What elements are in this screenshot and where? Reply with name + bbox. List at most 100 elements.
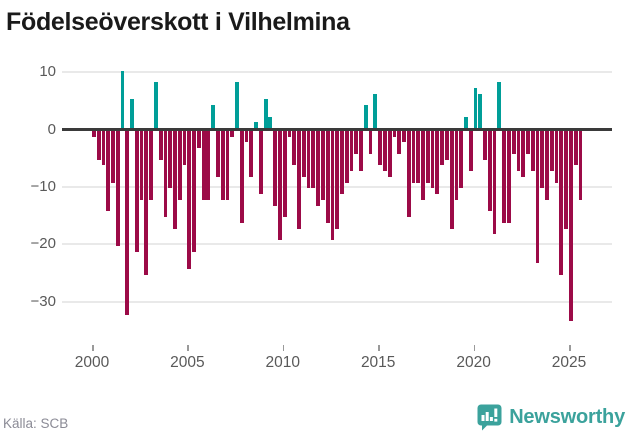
- bar: [382, 131, 387, 172]
- y-tick-label: −30: [30, 292, 56, 310]
- zero-axis-line: [62, 128, 612, 131]
- bar: [359, 131, 363, 172]
- bar: [154, 82, 158, 128]
- bar: [144, 131, 149, 275]
- bar: [201, 131, 206, 200]
- bar: [492, 131, 497, 235]
- bar: [573, 131, 578, 166]
- bar: [569, 131, 573, 321]
- y-tick-label: −20: [30, 235, 56, 253]
- bar: [502, 131, 507, 223]
- bar: [115, 131, 120, 246]
- bar: [225, 131, 230, 200]
- x-tick-mark: [569, 345, 571, 351]
- bar: [344, 131, 349, 183]
- bar: [106, 131, 111, 212]
- bar: [101, 131, 106, 166]
- bar: [297, 131, 301, 229]
- bar: [282, 131, 287, 218]
- gridline: [62, 71, 612, 74]
- bar: [468, 131, 473, 172]
- bar: [92, 131, 96, 137]
- bar: [478, 93, 483, 128]
- x-tick-label: 2005: [170, 354, 205, 371]
- bar: [530, 131, 535, 172]
- bar: [559, 131, 564, 275]
- bar: [235, 82, 239, 128]
- bar: [316, 131, 320, 206]
- y-tick-label: 10: [39, 63, 56, 81]
- bar: [349, 131, 354, 172]
- bar: [301, 131, 306, 177]
- bar: [230, 131, 235, 137]
- bar: [340, 131, 344, 195]
- bar: [392, 131, 397, 137]
- bar: [330, 131, 335, 241]
- bar: [244, 131, 249, 143]
- bar: [173, 131, 177, 229]
- bar: [487, 131, 492, 212]
- gridline: [62, 243, 612, 246]
- brand-name: Newsworthy: [509, 405, 625, 428]
- bar: [263, 99, 268, 128]
- bar: [311, 131, 316, 189]
- bar: [397, 131, 402, 154]
- chart-title: Födelseöverskott i Vilhelmina: [6, 8, 350, 36]
- bar: [440, 131, 444, 166]
- bar: [320, 131, 325, 200]
- y-tick-label: 0: [47, 120, 56, 138]
- x-tick-label: 2010: [265, 354, 301, 371]
- bar: [216, 131, 220, 177]
- bar: [526, 131, 530, 154]
- bar: [545, 131, 549, 200]
- bar: [449, 131, 454, 229]
- bar: [187, 131, 192, 269]
- bar: [149, 131, 154, 200]
- newsworthy-logo: Newsworthy: [477, 402, 625, 432]
- bar: [130, 99, 134, 128]
- bar: [306, 131, 311, 189]
- bar: [111, 131, 115, 183]
- bar: [196, 131, 201, 149]
- bar: [464, 116, 468, 128]
- bar: [506, 131, 511, 223]
- bar: [206, 131, 211, 200]
- bar: [402, 131, 406, 143]
- bar: [535, 131, 540, 264]
- bar: [168, 131, 173, 189]
- bar: [134, 131, 139, 252]
- bar: [292, 131, 297, 166]
- bar: [554, 131, 559, 183]
- bar: [335, 131, 340, 229]
- bar: [158, 131, 163, 160]
- bar: [177, 131, 182, 200]
- bar: [96, 131, 101, 160]
- bar: [373, 93, 378, 128]
- bar: [354, 131, 359, 154]
- bar: [521, 131, 526, 177]
- bar: [516, 131, 521, 172]
- bar: [182, 131, 187, 166]
- bar: [378, 131, 382, 166]
- bar: [406, 131, 411, 218]
- x-tick-label: 2025: [551, 354, 587, 371]
- bar: [239, 131, 244, 223]
- bar: [254, 122, 258, 128]
- bar: [430, 131, 435, 189]
- bar: [497, 82, 502, 128]
- bar: [278, 131, 282, 241]
- x-tick-mark: [92, 345, 94, 351]
- x-tick-mark: [187, 345, 189, 351]
- bar: [125, 131, 130, 315]
- bar: [249, 131, 254, 177]
- bar: [192, 131, 196, 252]
- bar: [363, 105, 368, 128]
- bar: [368, 131, 373, 154]
- bar: [459, 131, 464, 189]
- bar: [511, 131, 516, 154]
- bar: [549, 131, 554, 172]
- bar: [120, 70, 125, 128]
- bar: [416, 131, 421, 183]
- bar: [425, 131, 430, 183]
